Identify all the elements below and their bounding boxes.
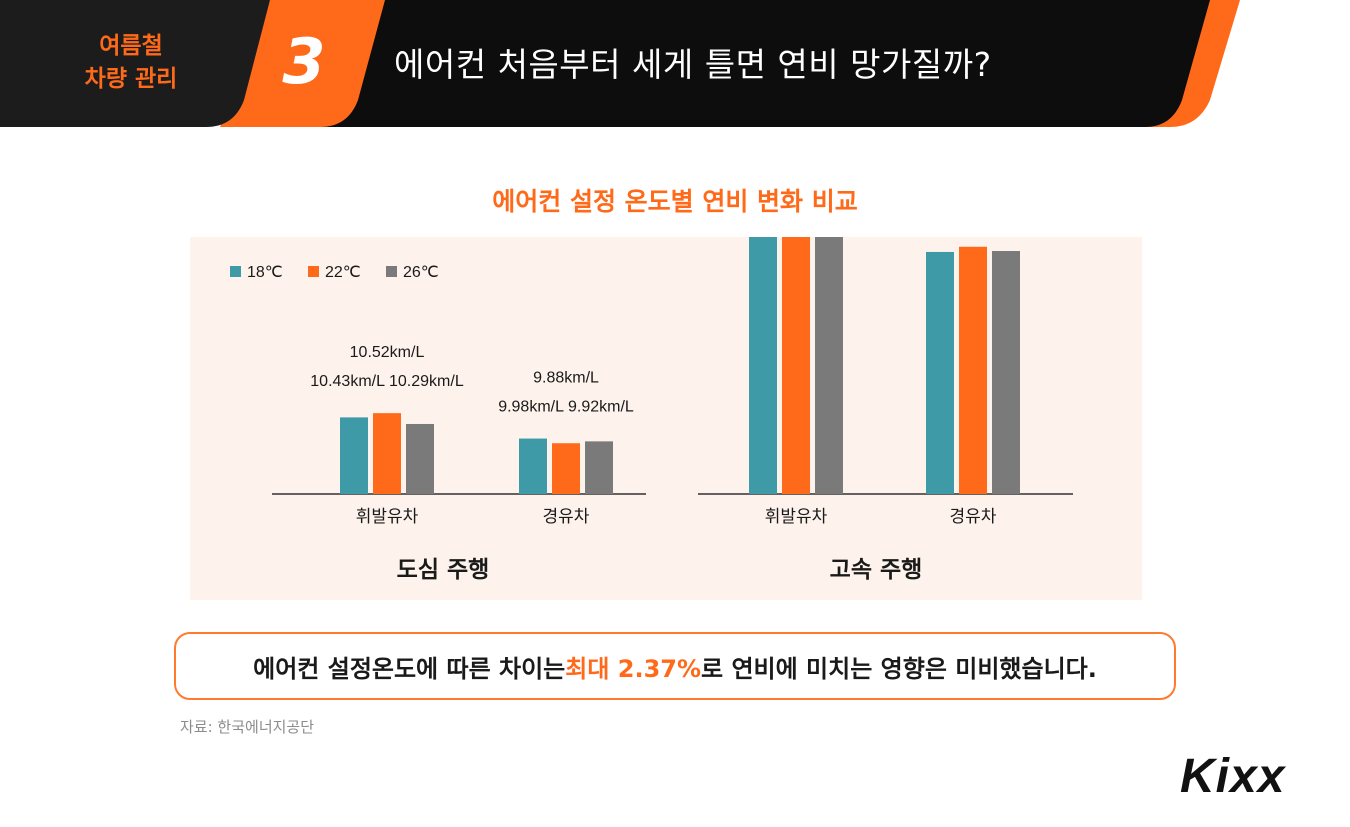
data-label-0-1-0: 9.98km/L [498, 399, 564, 416]
summary-text-before: 에어컨 설정온도에 따른 차이는 [253, 654, 566, 683]
bar-0-1-1 [552, 443, 580, 494]
category-label-0-0: 휘발유차 [356, 507, 419, 527]
kixx-logo: Kixx [1180, 752, 1287, 798]
legend-label-2: 26℃ [403, 264, 439, 281]
bar-chart: 18℃ 22℃ 26℃ 10.52km/L 10.43km/L 10.29km/L 휘발유차… [230, 237, 1073, 583]
chart-title: 에어컨 설정 온도별 연비 변화 비교 [492, 187, 858, 216]
legend-swatch-2 [386, 266, 397, 277]
bar-1-1-1 [959, 246, 987, 494]
bar-1-0-2 [815, 237, 843, 494]
legend-swatch-0 [230, 266, 241, 277]
summary-text-after: 로 연비에 미치는 영향은 미비했습니다. [701, 654, 1097, 683]
series-number: 3 [282, 25, 326, 98]
bar-0-1-0 [519, 438, 547, 494]
bar-0-0-1 [373, 413, 401, 494]
bar-1-1-2 [992, 251, 1020, 494]
data-label-0-0-1: 10.52km/L [350, 344, 425, 361]
header-banner [0, 0, 1240, 127]
series-label-line-1: 여름철 [99, 33, 163, 59]
bar-1-0-1 [782, 237, 810, 494]
chart-panel: 18℃ 22℃ 26℃ 10.52km/L 10.43km/L 10.29km/L 휘발유차… [190, 237, 1142, 600]
legend-swatch-1 [308, 266, 319, 277]
source-note: 자료: 한국에너지공단 [180, 718, 315, 736]
bar-0-0-2 [406, 423, 434, 494]
data-label-0-0-2: 10.29km/L [389, 373, 464, 390]
summary-box: 에어컨 설정온도에 따른 차이는 최대 2.37% 로 연비에 미치는 영향은 미… [174, 632, 1176, 700]
category-label-1-0: 휘발유차 [765, 507, 828, 527]
category-label-1-1: 경유차 [950, 507, 997, 527]
kixx-logo-text: Kixx [1180, 752, 1287, 798]
data-label-0-0-0: 10.43km/L [310, 373, 385, 390]
category-label-0-1: 경유차 [543, 507, 590, 527]
series-label: 여름철 차량 관리 [76, 30, 186, 96]
bar-0-1-2 [585, 441, 613, 494]
data-label-0-1-1: 9.88km/L [533, 370, 599, 387]
page-title: 에어컨 처음부터 세게 틀면 연비 망가질까? [394, 45, 992, 84]
bar-1-1-0 [926, 251, 954, 494]
header-left-tab [0, 0, 270, 127]
legend-label-0: 18℃ [247, 264, 283, 281]
panel-title-1: 고속 주행 [830, 557, 923, 583]
panel-title-0: 도심 주행 [397, 557, 490, 583]
series-label-line-2: 차량 관리 [84, 66, 178, 92]
legend-label-1: 22℃ [325, 264, 361, 281]
summary-highlight: 최대 2.37% [565, 654, 702, 683]
bar-1-0-0 [749, 237, 777, 495]
header-black-bar [300, 0, 1210, 127]
data-label-0-1-2: 9.92km/L [568, 399, 634, 416]
bar-0-0-0 [340, 417, 368, 494]
